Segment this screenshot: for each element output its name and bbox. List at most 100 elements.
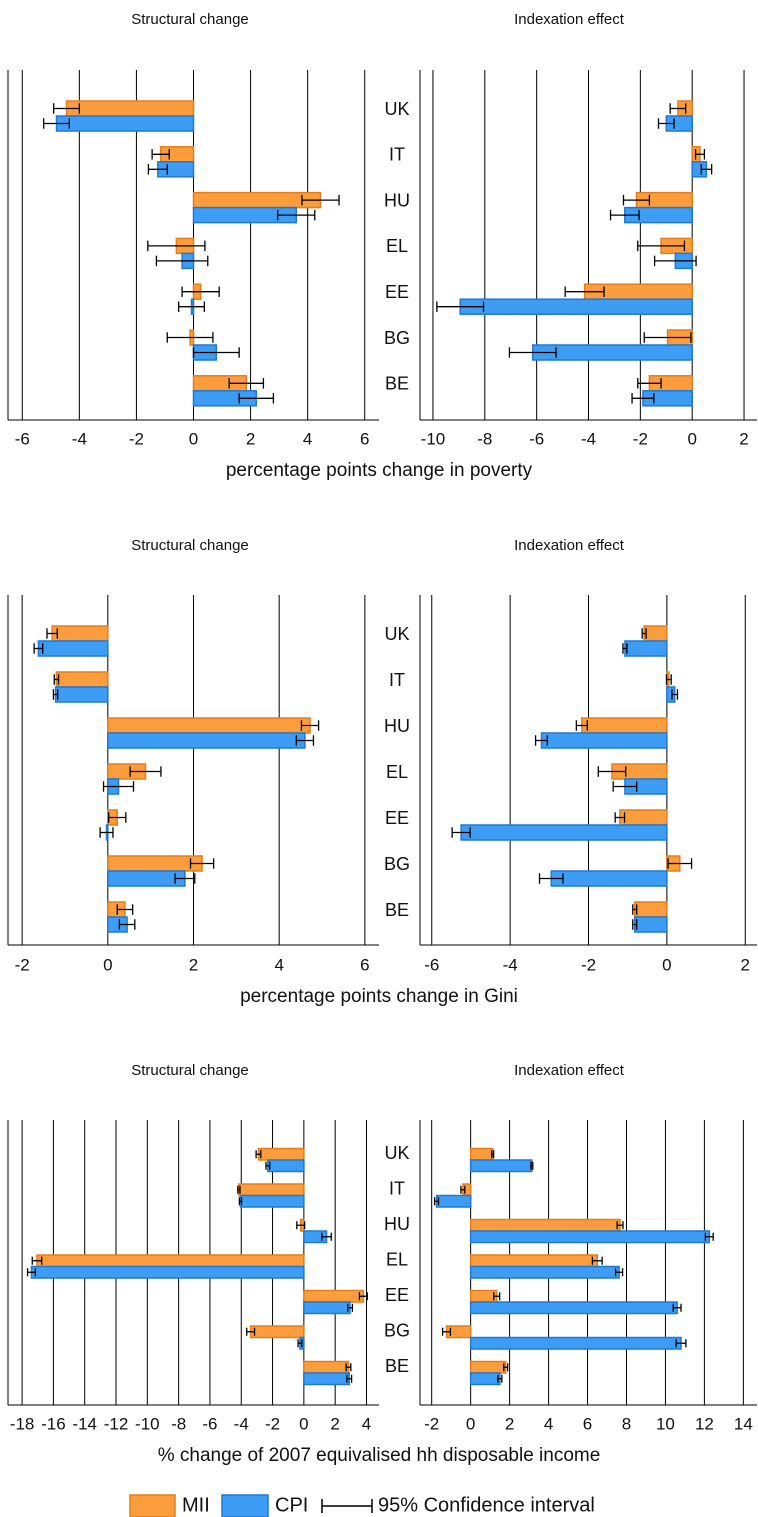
error-bar [491,1150,495,1159]
bar [54,686,109,703]
x-tick-label: 2 [739,429,748,448]
bar [624,640,668,657]
error-bar [178,301,205,312]
bar [633,916,668,933]
category-label: IT [389,145,405,165]
x-tick-label: -4 [234,1414,249,1433]
bar [107,870,186,887]
bar [460,824,668,841]
x-tick-label: -12 [104,1414,129,1433]
category-label: IT [389,1178,405,1198]
bar [469,1147,494,1161]
panel-title: Indexation effect [514,1062,625,1079]
bar [469,1289,498,1303]
x-tick-label: -8 [171,1414,186,1433]
error-bar [166,332,214,343]
bar [469,1218,621,1232]
x-tick-label: -14 [72,1414,97,1433]
legend-label: 95% Confidence interval [378,1494,595,1516]
category-label: EE [385,808,409,828]
legend-ci-symbol [321,1499,373,1513]
error-bar [530,1161,534,1170]
error-bar [497,1374,503,1383]
category-label: EL [386,236,408,256]
x-tick-label: 6 [583,1414,592,1433]
error-bar [597,766,627,777]
error-bar [534,735,549,746]
error-bar [237,1185,241,1194]
bar [107,717,311,734]
category-label: HU [384,190,410,210]
category-label: BE [385,1356,409,1376]
x-tick-label: 6 [360,955,369,974]
x-tick-label: 0 [662,955,671,974]
error-bar [265,1161,271,1170]
error-bar [614,1268,624,1277]
x-tick-label: -4 [72,429,87,448]
error-bar [508,347,557,358]
x-tick-label: -6 [529,429,544,448]
error-bar [295,735,315,746]
bar [469,1360,507,1374]
error-bar [297,1339,303,1348]
bar [65,100,195,117]
x-axis-label: % change of 2007 equivalised hh disposab… [158,1445,601,1466]
bar [540,732,668,749]
x-tick-label: 2 [505,1414,514,1433]
x-tick-label: 0 [466,1414,475,1433]
bar [550,870,668,887]
x-tick-label: 0 [299,1414,308,1433]
bar [303,1372,351,1386]
error-bar [441,1327,452,1336]
category-label: EL [386,762,408,782]
error-bar [609,209,640,221]
error-bar [346,1374,353,1383]
error-bar [181,286,220,297]
category-label: HU [384,1214,410,1234]
legend-swatch-cpi [221,1494,269,1517]
error-bar [321,1232,332,1241]
bar [469,1254,599,1268]
panel-title: Structural change [131,1062,249,1079]
error-bar [108,812,127,823]
error-bar [33,643,44,654]
x-tick-label: -6 [202,1414,217,1433]
x-tick-label: 2 [741,955,750,974]
x-tick-label: 2 [189,955,198,974]
error-bar [657,118,675,129]
category-label: HU [384,716,410,736]
error-bar [451,827,471,838]
category-label: BG [384,328,410,348]
error-bar [246,1327,256,1336]
bar [459,298,693,315]
error-bar [52,689,59,700]
bar [469,1159,533,1173]
error-bar [151,149,170,160]
category-label: BG [384,1320,410,1340]
bar [267,1159,305,1173]
x-tick-label: -10 [421,429,446,448]
legend-label: CPI [275,1494,308,1516]
x-tick-label: 2 [246,429,255,448]
bar [249,1325,305,1339]
error-bar [53,103,80,114]
bar [303,1360,350,1374]
x-tick-label: -4 [581,429,596,448]
bar [55,115,195,132]
error-bar [238,1197,243,1206]
error-bar [155,255,209,267]
panel-title: Structural change [131,11,249,28]
error-bar [700,164,713,175]
error-bar [147,164,168,175]
bar [107,855,203,872]
bar [303,1301,351,1315]
error-bar [669,103,687,114]
panel-title: Indexation effect [514,537,625,554]
category-label: EE [385,1285,409,1305]
x-tick-label: 4 [274,955,283,974]
error-bar [129,766,162,777]
x-axis-label: percentage points change in Gini [240,986,518,1007]
error-bar [460,1185,466,1194]
category-label: EE [385,282,409,302]
